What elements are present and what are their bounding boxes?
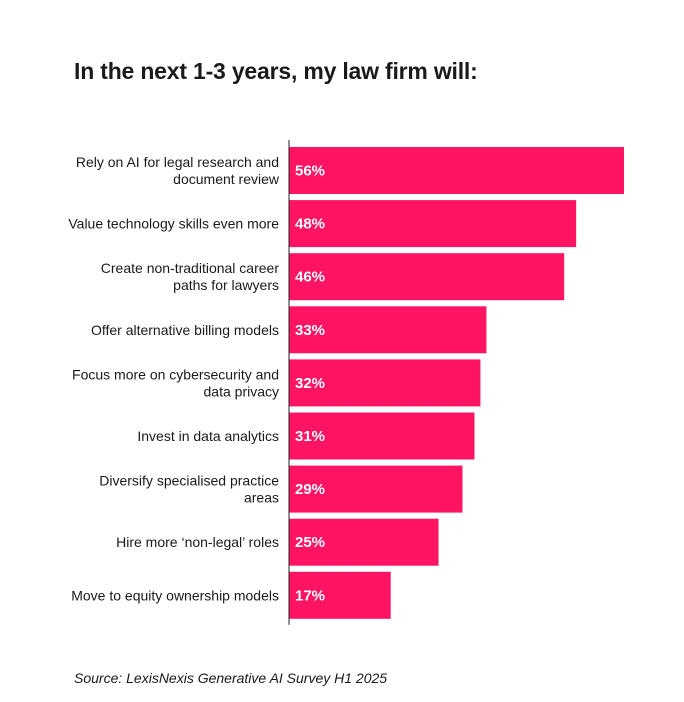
category-label: Rely on AI for legal research and documen… [76, 154, 280, 187]
bar-value-label: 48% [295, 216, 325, 233]
category-label: Invest in data analytics [137, 428, 279, 444]
bar-value-label: 33% [295, 322, 325, 339]
bars-layer: 56% Rely on AI for legal research and docu… [68, 147, 624, 619]
bar-value-label: 31% [295, 428, 325, 445]
bar-value-label: 56% [295, 163, 325, 180]
bar-value-label: 17% [295, 587, 325, 604]
category-label: Offer alternative billing models [91, 322, 279, 338]
bar [289, 147, 624, 194]
source-note: Source: LexisNexis Generative AI Survey … [74, 670, 388, 686]
bar [289, 412, 475, 460]
bar [289, 465, 463, 513]
bar [289, 306, 487, 354]
bar-value-label: 32% [295, 375, 325, 392]
category-label: Move to equity ownership models [71, 587, 279, 603]
category-label: Create non-traditional career paths for l… [101, 260, 280, 293]
bar [289, 518, 439, 566]
category-label: Value technology skills even more [68, 216, 279, 232]
bar [289, 359, 481, 407]
chart-title: In the next 1-3 years, my law firm will: [74, 58, 478, 84]
bar [289, 200, 577, 248]
category-label: Diversify specialised practice areas [99, 473, 279, 506]
bar [289, 253, 565, 301]
bar-value-label: 29% [295, 481, 325, 498]
bar-value-label: 25% [295, 534, 325, 551]
category-label: Focus more on cybersecurity and data priv… [72, 366, 279, 399]
bar-chart: 56% Rely on AI for legal research and docu… [68, 140, 624, 625]
bar-value-label: 46% [295, 269, 325, 286]
bar [289, 571, 391, 619]
category-label: Hire more ‘non-legal’ roles [116, 534, 279, 550]
